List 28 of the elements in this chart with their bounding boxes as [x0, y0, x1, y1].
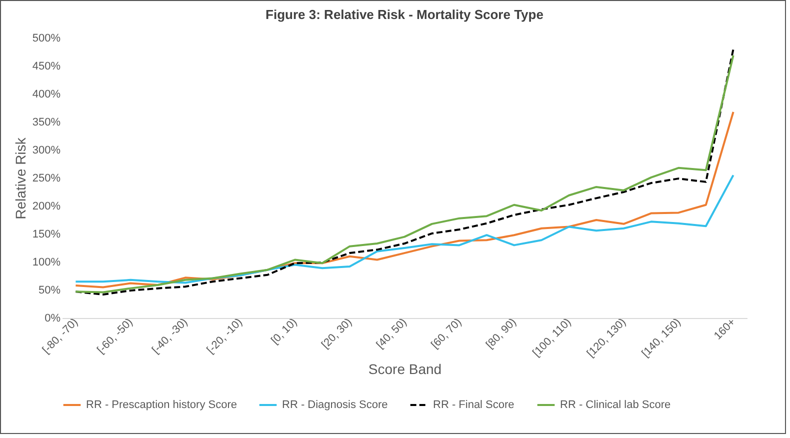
x-tick-label: [-20, -10) [204, 316, 245, 356]
y-tick-label: 350% [32, 116, 61, 128]
legend-label: RR - Clinical lab Score [560, 399, 671, 411]
x-tick-label: [-40, -30) [150, 316, 190, 356]
line-series [74, 110, 734, 288]
x-tick-label: [0, 10) [269, 316, 300, 347]
x-axis-title: Score Band [368, 361, 442, 378]
y-tick-label: 400% [32, 88, 61, 100]
x-tick-label: [40, 50) [374, 316, 410, 352]
chart-title: Figure 3: Relative Risk - Mortality Score Type [266, 7, 544, 22]
legend-label: RR - Prescaption history Score [86, 399, 237, 411]
legend-label: RR - Final Score [433, 399, 514, 411]
y-tick-label: 500% [32, 32, 61, 44]
y-tick-label: 100% [32, 256, 61, 268]
line-series [74, 174, 734, 284]
y-tick-label: 450% [32, 60, 61, 72]
y-axis-title: Relative Risk [12, 136, 28, 220]
x-tick-label: [80, 90) [484, 316, 519, 352]
y-tick-label: 50% [38, 284, 61, 296]
x-tick-label: [20, 30) [320, 316, 354, 352]
x-tick-label: [-60, -50) [95, 316, 136, 356]
legend-label: RR - Diagnosis Score [282, 399, 388, 411]
x-tick-label: [60, 70) [429, 316, 464, 352]
y-tick-label: 250% [32, 172, 61, 184]
y-tick-label: 200% [32, 200, 61, 212]
y-tick-label: 300% [32, 144, 61, 156]
y-tick-label: 150% [32, 228, 61, 240]
y-tick-label: 0% [44, 312, 61, 324]
